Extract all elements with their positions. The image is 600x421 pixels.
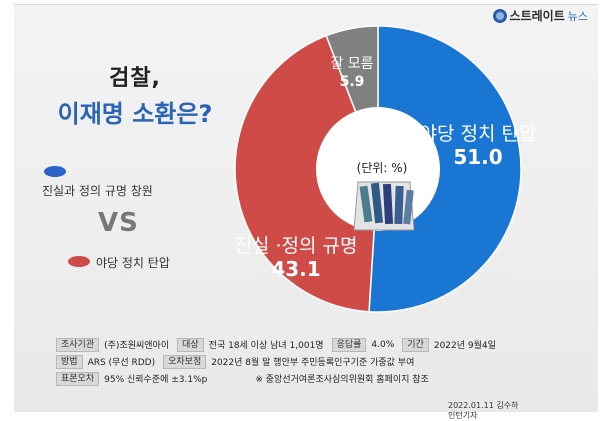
unit-label: (단위: %) (357, 161, 408, 175)
footer-date-author: 2022.01.11 김수하 (448, 401, 519, 410)
slice-label-2: 진실 ·정의 규명 (235, 235, 358, 257)
info-value: 전국 18세 이상 남녀 1,001명 (208, 341, 324, 351)
info-tag: 응답률 (331, 337, 367, 352)
pie-slice-1 (368, 25, 522, 313)
info-tag: 대상 (177, 337, 204, 352)
footer-credit: 2022.01.11 김수하 인턴기자 (448, 401, 518, 421)
info-value: 95% 신뢰수준에 ±3.1%p (104, 375, 208, 385)
logo-brand: 스트레이트 (509, 9, 565, 23)
info-tag: 오차보정 (163, 354, 207, 369)
survey-info-row-3: 표본오차 95% 신뢰수준에 ±3.1%p ※ 중앙선거여론조사심의위원회 홈페이지… (56, 370, 536, 387)
legend-label-truth: 진실과 정의 규명 창원 (42, 184, 153, 198)
legend-dot-truth (44, 166, 66, 177)
survey-info: 조사기관 (주)조원씨앤아이 대상 전국 18세 이상 남녀 1,001명 응답률 4.0… (56, 336, 536, 387)
vs-text: VS (98, 208, 139, 238)
pie-slice-2 (234, 34, 379, 313)
slice-label-3: 잘 모름 (330, 56, 373, 72)
headline-line2: 이재명 소환은? (57, 100, 213, 128)
survey-info-row-2: 방법 ARS (무선 RDD) 오차보정 2022년 8월 말 행안부 주민등록인구기… (56, 353, 536, 370)
slice-value-1: 51.0 (453, 145, 502, 169)
headline-line1: 검찰, (109, 66, 161, 91)
legend-dot-oppression (68, 256, 90, 267)
info-tag: 방법 (56, 354, 83, 369)
logo-mark-icon (492, 8, 507, 23)
info-value: 4.0% (371, 339, 395, 350)
slice-value-3: 5.9 (340, 74, 365, 90)
footer-role: 인턴기자 (448, 411, 478, 420)
slice-value-2: 43.1 (271, 257, 320, 281)
logo-suffix: 뉴스 (567, 9, 588, 23)
brand-logo[interactable]: 스트레이트 뉴스 (492, 7, 588, 24)
info-value: 2022년 8월 말 행안부 주민등록인구기준 가중값 부여 (211, 358, 415, 368)
info-note: ※ 중앙선거여론조사심의위원회 홈페이지 참조 (255, 375, 429, 385)
info-value: (주)조원씨앤아이 (104, 341, 170, 351)
info-value: ARS (무선 RDD) (87, 358, 156, 368)
ballot-box-icon (353, 181, 415, 231)
legend-label-oppression: 야당 정치 탄압 (96, 256, 170, 270)
info-tag: 기간 (402, 337, 429, 352)
info-tag: 조사기관 (56, 337, 100, 352)
info-value: 2022년 9월4일 (433, 341, 496, 351)
headline: 검찰, 이재명 소환은? (40, 60, 230, 129)
slice-label-1: 야당 정치 탄압 (420, 123, 537, 145)
survey-info-row-1: 조사기관 (주)조원씨앤아이 대상 전국 18세 이상 남녀 1,001명 응답률 4.0… (56, 336, 536, 353)
info-tag: 표본오차 (56, 371, 100, 386)
